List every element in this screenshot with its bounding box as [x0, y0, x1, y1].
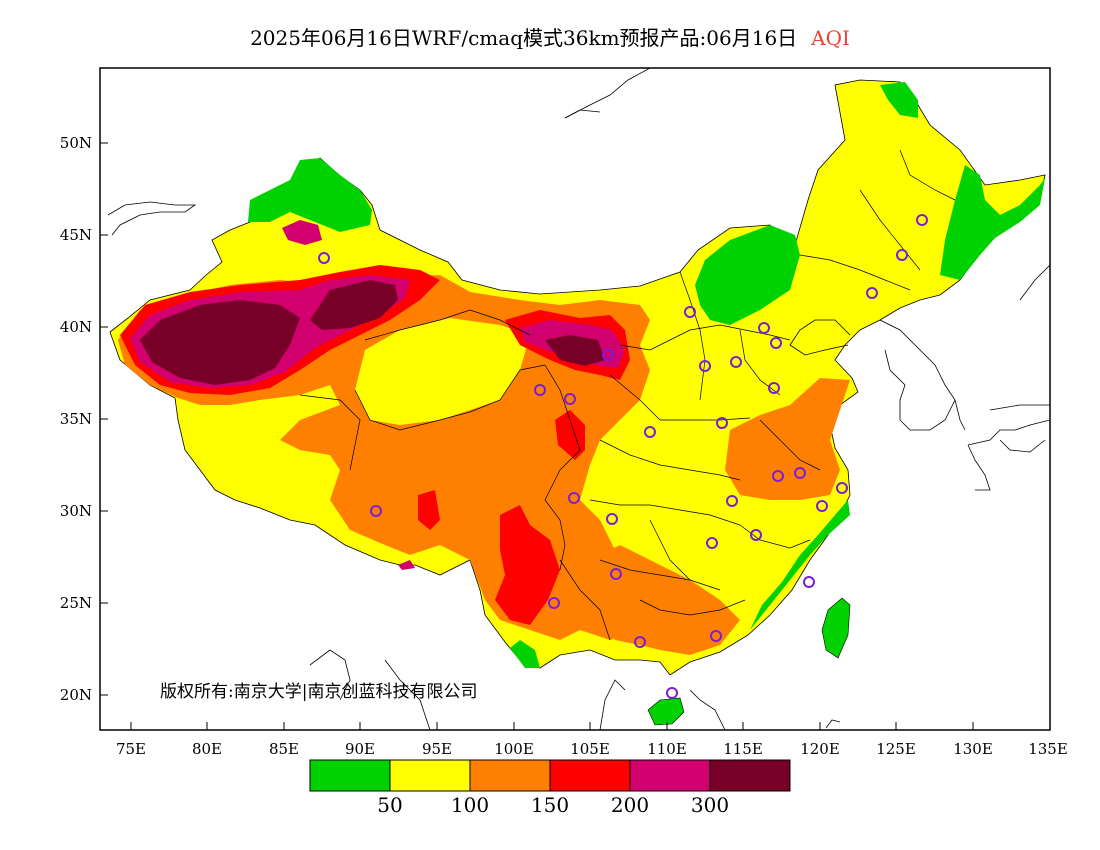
lon-tick-label: 80E [192, 740, 222, 758]
lat-tick-label: 30N [60, 502, 92, 520]
region-aqi-green-yunnan [510, 640, 540, 668]
station-marker [644, 426, 656, 438]
region-aqi-purple-tibet [398, 560, 415, 570]
station-marker [772, 470, 784, 482]
station-marker [699, 360, 711, 372]
lat-tick-label: 50N [60, 134, 92, 152]
station-marker [318, 252, 330, 264]
colorbar-swatch-orange [469, 759, 551, 792]
region-aqi-orange-southeast [590, 545, 740, 655]
station-marker [758, 322, 770, 334]
station-marker [750, 529, 762, 541]
lat-tick-label: 20N [60, 686, 92, 704]
lon-tick-label: 125E [876, 740, 916, 758]
colorbar-swatch-red [549, 759, 631, 792]
station-marker [370, 505, 382, 517]
neighbour-coastlines [107, 68, 1050, 730]
lon-tick-label: 115E [723, 740, 763, 758]
region-aqi-green-hainan [647, 697, 685, 726]
colorbar-break-label: 50 [377, 793, 402, 817]
station-marker [548, 597, 560, 609]
title-variable: AQI [811, 26, 850, 50]
station-marker [710, 630, 722, 642]
region-aqi-green-altay [248, 158, 372, 232]
lat-tick-label: 35N [60, 410, 92, 428]
lat-axis: 50N 45N 40N 35N 30N 25N 20N [60, 134, 108, 704]
station-marker [606, 513, 618, 525]
station-marker [634, 636, 646, 648]
title-main: 2025年06月16日WRF/cmaq模式36km预报产品:06月16日 [250, 26, 798, 50]
region-aqi-yellow-tibet [355, 318, 530, 425]
region-aqi-red-sichuan [495, 505, 560, 625]
lon-tick-label: 120E [800, 740, 840, 758]
colorbar-break-label: 300 [691, 793, 729, 817]
lon-tick-label: 90E [345, 740, 375, 758]
lon-tick-label: 100E [494, 740, 534, 758]
lat-tick-label: 45N [60, 226, 92, 244]
lat-tick-label: 40N [60, 318, 92, 336]
lon-tick-label: 135E [1028, 740, 1068, 758]
colorbar-break-label: 150 [531, 793, 569, 817]
station-marker [803, 576, 815, 588]
lon-axis: 75E 80E 85E 90E 95E 100E 105E 110E 115E … [116, 722, 1068, 758]
colorbar-swatch-purple [629, 759, 711, 792]
colorbar-break-label: 200 [611, 793, 649, 817]
station-marker [564, 393, 576, 405]
station-marker [896, 249, 908, 261]
lon-tick-label: 85E [269, 740, 299, 758]
lon-tick-label: 130E [953, 740, 993, 758]
copyright-text: 版权所有:南京大学|南京创蓝科技有限公司 [160, 682, 477, 702]
station-marker [726, 495, 738, 507]
station-marker [602, 349, 614, 361]
lon-tick-label: 95E [422, 740, 452, 758]
colorbar-swatch-green [309, 759, 391, 792]
station-marker [716, 417, 728, 429]
station-marker [816, 500, 828, 512]
station-marker [568, 492, 580, 504]
aqi-colorbar: 50 100 150 200 300 [309, 759, 791, 817]
region-aqi-green-fujian [750, 500, 850, 630]
station-marker [794, 467, 806, 479]
station-marker [866, 287, 878, 299]
colorbar-swatch-yellow [389, 759, 471, 792]
map-content: 版权所有:南京大学|南京创蓝科技有限公司 [107, 68, 1050, 730]
station-marker [916, 214, 928, 226]
region-aqi-purple-dzungaria [282, 220, 322, 245]
station-marker [610, 568, 622, 580]
station-marker [666, 687, 678, 699]
colorbar-swatch-maroon [709, 759, 791, 792]
station-marker [684, 306, 696, 318]
station-markers [318, 214, 928, 699]
region-aqi-green-heilongjiang [880, 82, 918, 118]
station-marker [706, 537, 718, 549]
region-aqi-maroon-tarim [140, 300, 300, 385]
station-marker [770, 337, 782, 349]
region-aqi-red-tibet [418, 490, 440, 530]
region-aqi-maroon-turpan [310, 280, 398, 330]
station-marker [534, 384, 546, 396]
lon-tick-label: 75E [116, 740, 146, 758]
lon-tick-label: 105E [570, 740, 610, 758]
station-marker [730, 356, 742, 368]
station-marker [768, 382, 780, 394]
colorbar-break-label: 100 [451, 793, 489, 817]
region-aqi-maroon-ordos [545, 335, 605, 366]
region-aqi-red-shaanxi [555, 410, 585, 460]
region-aqi-green-taiwan [821, 597, 851, 659]
region-aqi-green-northeast [940, 165, 1045, 280]
station-marker [836, 482, 848, 494]
map-title: 2025年06月16日WRF/cmaq模式36km预报产品:06月16日 AQI [0, 22, 1100, 51]
lon-tick-label: 110E [647, 740, 687, 758]
region-aqi-green-mongolia [695, 225, 800, 325]
lat-tick-label: 25N [60, 594, 92, 612]
